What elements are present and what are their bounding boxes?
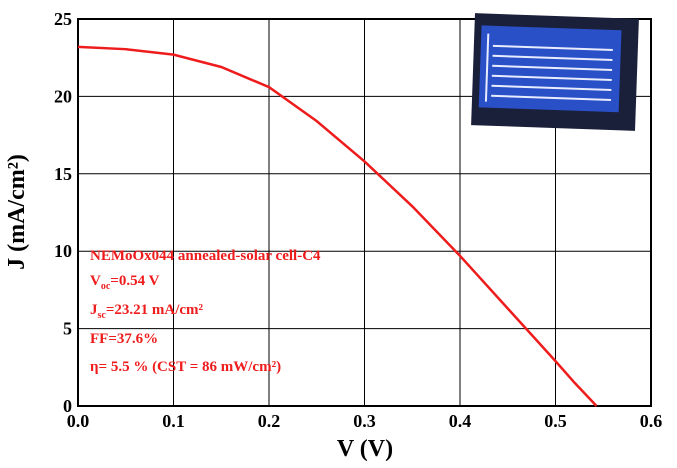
x-tick-label: 0.5 (544, 411, 567, 431)
annotation-part: V (90, 273, 101, 289)
y-tick-label: 10 (54, 241, 72, 261)
x-tick-label: 0.3 (353, 411, 376, 431)
y-tick-label: 0 (63, 396, 72, 416)
y-axis-label: J (mA/cm²) (4, 154, 30, 270)
annotation: η= 5.5 % (CST = 86 mW/cm²) (90, 359, 281, 375)
annotation-part: =0.54 V (110, 273, 159, 289)
annotation: Voc=0.54 V (90, 273, 160, 292)
plot: 0 5 10 15 20 25 0.0 0.1 0.2 0.3 0.4 0.5 0.6 (54, 9, 662, 431)
x-tick-label: 0.4 (449, 411, 472, 431)
x-tick-label: 0.0 (67, 411, 90, 431)
data-line (77, 45, 598, 407)
y-tick-label: 5 (63, 319, 72, 339)
inset-photo (471, 13, 639, 131)
annotation: FF=37.6% (90, 331, 158, 347)
x-axis-label: V (V) (337, 436, 393, 462)
annotation-part: J (90, 302, 98, 318)
plot-frame (77, 18, 652, 407)
annotations: NEMoOx044 annealed-solar cell-C4 Voc=0.5… (90, 248, 321, 375)
annotation-part: =23.21 mA/cm² (106, 302, 204, 318)
y-tick-label: 25 (54, 9, 72, 29)
annotation-subscript: oc (101, 281, 111, 292)
y-tick-label: 15 (54, 164, 72, 184)
annotation: Jsc=23.21 mA/cm² (90, 302, 204, 321)
x-tick-label: 0.6 (640, 411, 663, 431)
x-tick-label: 0.2 (258, 411, 281, 431)
y-tick-label: 20 (54, 86, 72, 106)
annotation-subscript: sc (98, 310, 107, 321)
annotation: NEMoOx044 annealed-solar cell-C4 (90, 248, 321, 264)
x-tick-label: 0.1 (162, 411, 185, 431)
photo-stripes (484, 33, 613, 102)
